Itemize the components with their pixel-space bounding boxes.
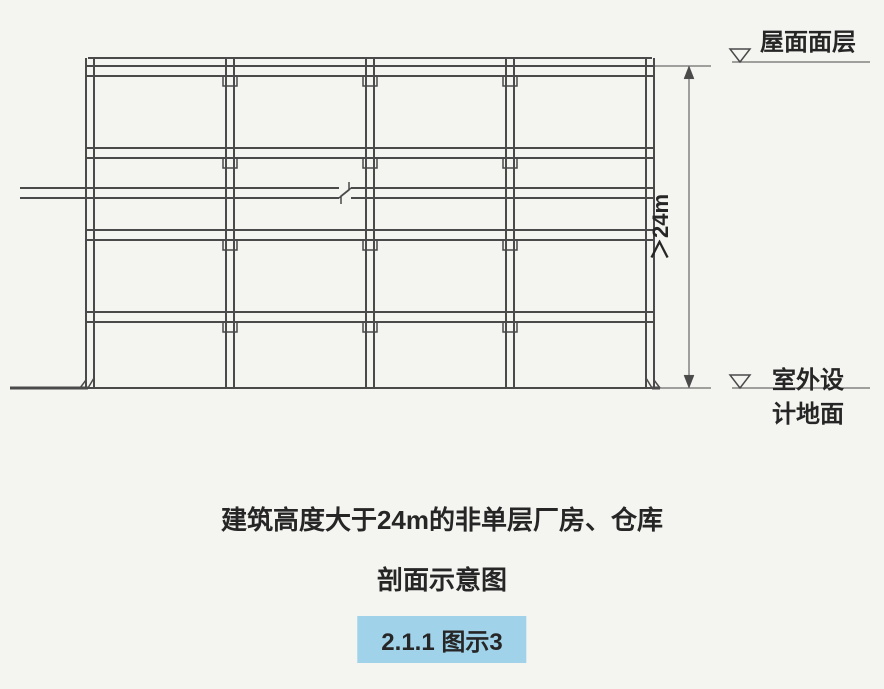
ground-label-line2: 计地面 — [772, 394, 844, 429]
dimension-label: ＞24m — [643, 194, 675, 260]
figure-number-badge: 2.1.1 图示3 — [357, 616, 526, 663]
caption-line-1: 建筑高度大于24m的非单层厂房、仓库 — [0, 500, 884, 537]
ground-label-line1: 室外设 — [772, 360, 844, 395]
roof-surface-label: 屋面面层 — [760, 22, 856, 57]
caption-line-2: 剖面示意图 — [0, 560, 884, 597]
